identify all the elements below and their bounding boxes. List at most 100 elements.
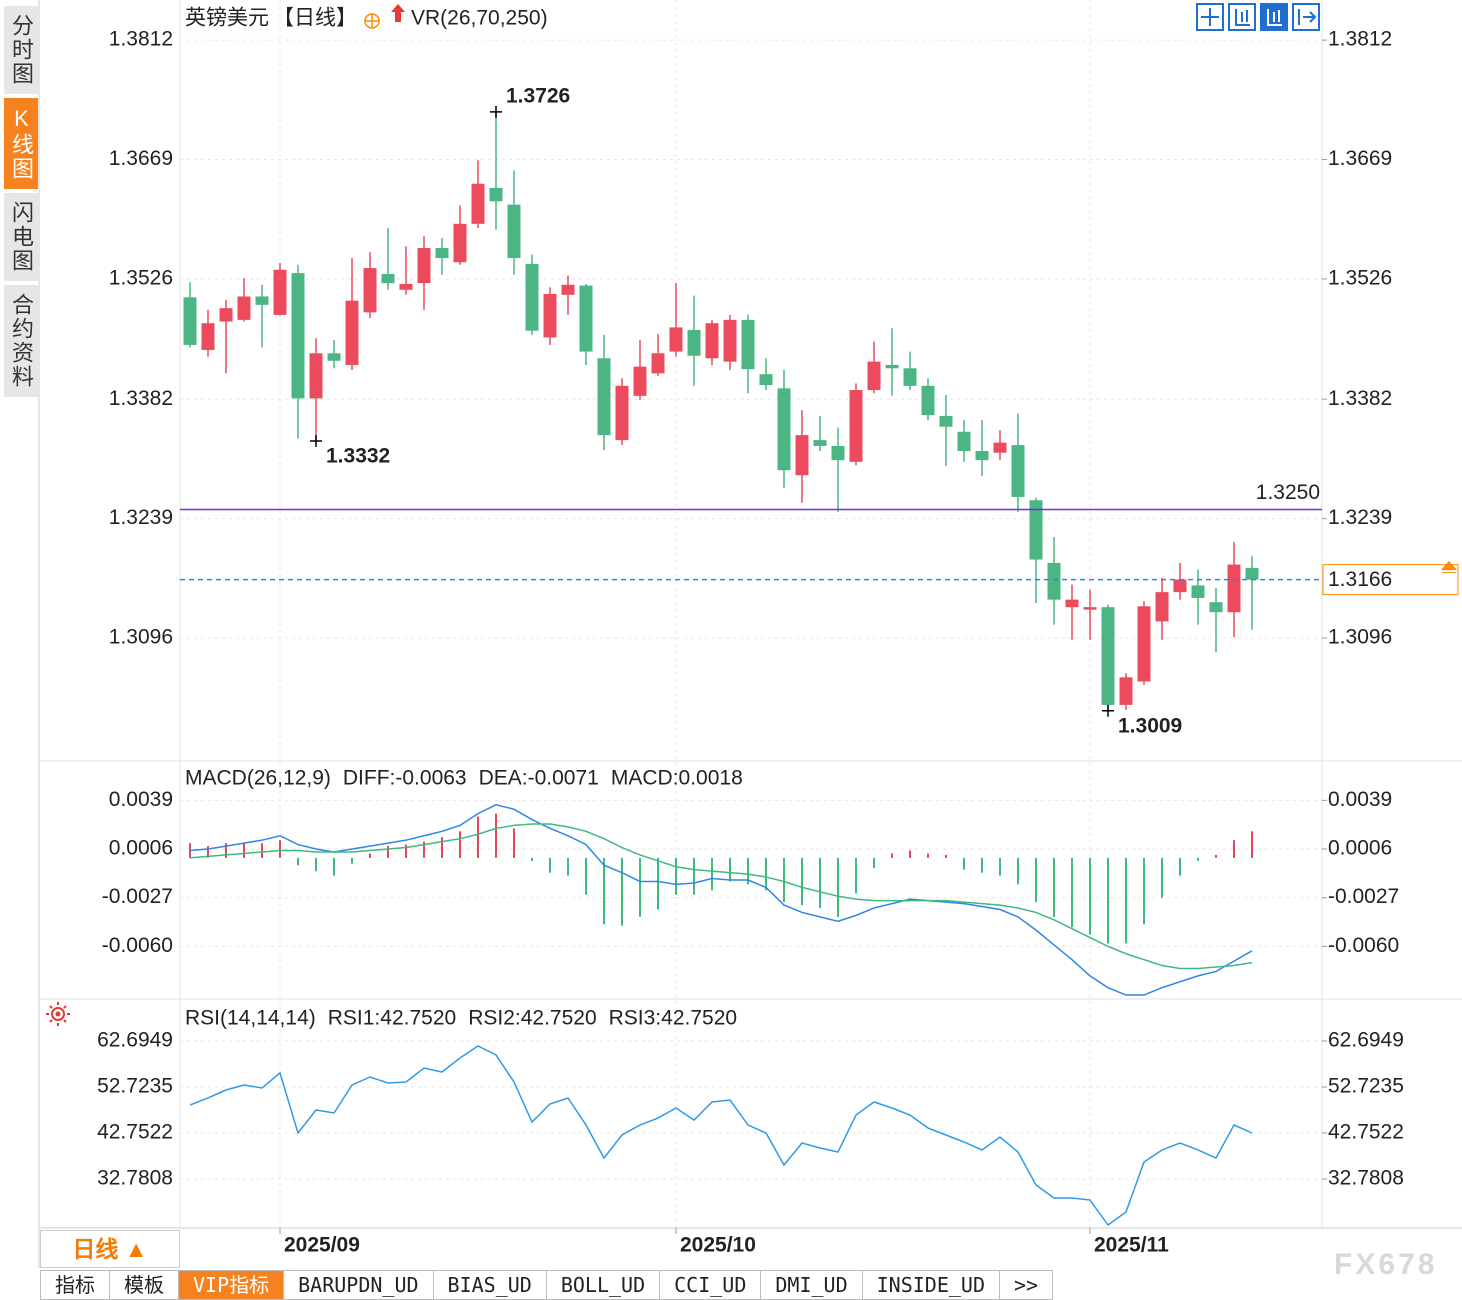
sidebar-item[interactable]: 分时图 (4, 6, 38, 94)
candle-body (705, 323, 719, 359)
extreme-cross (310, 434, 322, 447)
indicator-label: VR(26,70,250) (411, 7, 548, 30)
candle-body (903, 368, 917, 386)
legend-text: DIFF:-0.0063 (343, 767, 467, 790)
y-tick-label: 0.0006 (109, 837, 173, 860)
header-arrow[interactable] (391, 4, 405, 22)
period-label: 【日线】 (273, 7, 357, 30)
candle-body (669, 327, 683, 352)
tab[interactable]: VIP指标 (179, 1270, 285, 1300)
candle-body (345, 300, 359, 365)
y2-tick-label: 52.7235 (1328, 1075, 1404, 1098)
candle-body (219, 308, 233, 322)
legend-text: DEA:-0.0071 (479, 767, 599, 790)
sidebar-item[interactable]: 闪电图 (4, 193, 38, 281)
candle-body (723, 319, 737, 362)
tab[interactable]: BIAS_UD (433, 1270, 547, 1300)
candle-body (237, 296, 251, 320)
low-label: 1.3009 (1118, 714, 1182, 737)
y-tick-label: 52.7235 (97, 1075, 173, 1098)
candle-body (1173, 579, 1187, 593)
y-tick-label: 1.3812 (109, 28, 173, 51)
legend-text: RSI(14,14,14) (185, 1007, 316, 1030)
watermark: FX678 (1334, 1248, 1438, 1281)
y2-tick-label: 1.3669 (1328, 147, 1392, 170)
settings-icon-ring (51, 1007, 65, 1021)
tab[interactable]: INSIDE_UD (862, 1270, 1001, 1300)
period-button[interactable]: 日线 ▲ (40, 1230, 180, 1268)
tab[interactable]: BARUPDN_UD (284, 1270, 434, 1300)
sidebar: 分时图 K线图闪电图合约资料 (4, 6, 38, 397)
chart-title: 英镑美元 (185, 7, 269, 30)
candle-body (1245, 567, 1259, 580)
candle-body (453, 223, 467, 263)
legend-text: MACD:0.0018 (611, 767, 743, 790)
candle-body (291, 273, 305, 399)
candle-body (327, 353, 341, 361)
toolbar-icon-glyph (1298, 9, 1317, 25)
y2-tick-label: 1.3239 (1328, 506, 1392, 529)
y-tick-label: 62.6949 (97, 1029, 173, 1052)
candle-body (255, 296, 269, 305)
candle-body (381, 273, 395, 284)
indicator-tabs: 指标 模板 VIP指标 BARUPDN_UD BIAS_UD BOLL_UD CCI_UD D… (40, 1270, 1054, 1300)
rsi-line (189, 1045, 1253, 1227)
candle-body (183, 297, 197, 345)
candle-body (1083, 607, 1097, 610)
candle-body (633, 366, 647, 396)
candle-body (921, 385, 935, 416)
legend-text: RSI2:42.7520 (468, 1007, 596, 1030)
candle-body (1155, 592, 1169, 622)
y-tick-label: 0.0039 (109, 788, 173, 811)
y-tick-label: -0.0027 (102, 885, 173, 908)
candle-body (507, 204, 521, 259)
settings-icon-rays (46, 1002, 70, 1026)
settings-icon-dot (55, 1011, 61, 1017)
candle-body (867, 361, 881, 391)
legend-text: MACD(26,12,9) (185, 767, 331, 790)
high-label: 1.3726 (506, 84, 570, 107)
candle-body (1137, 606, 1151, 682)
candle-body (885, 364, 899, 369)
candle-body (489, 187, 503, 202)
y-tick-label: -0.0060 (102, 934, 173, 957)
candle-body (651, 353, 665, 374)
tab[interactable]: CCI_UD (660, 1270, 762, 1300)
extreme-cross (490, 105, 502, 118)
candle-body (993, 442, 1007, 453)
y-tick-label: 1.3526 (109, 266, 173, 289)
y-tick-label: 32.7808 (97, 1167, 173, 1190)
candle-body (1191, 585, 1205, 598)
y2-tick-label: 0.0039 (1328, 788, 1392, 811)
toolbar (1196, 3, 1320, 31)
candle-body (687, 329, 701, 356)
chart: 1.3812 1.3812 1.3669 1.3669 1.3526 1.3526 1.33… (38, 0, 1462, 1268)
tab[interactable]: >> (1000, 1270, 1054, 1300)
sidebar-item[interactable]: K线图 (4, 98, 38, 189)
candle-body (561, 284, 575, 295)
tab[interactable]: DMI_UD (761, 1270, 863, 1300)
x-tick-label: 2025/11 (1094, 1234, 1169, 1257)
candle-body (309, 353, 323, 399)
sidebar-item[interactable]: 合约资料 (4, 285, 38, 397)
settings-icon[interactable] (46, 1002, 70, 1026)
candle-body (363, 268, 377, 313)
candle-body (273, 269, 287, 315)
tab[interactable]: BOLL_UD (546, 1270, 661, 1300)
candle-body (471, 183, 485, 224)
extreme-cross (1102, 704, 1114, 717)
candle-body (1065, 599, 1079, 608)
tab[interactable]: 指标 (40, 1270, 110, 1300)
candle-body (201, 323, 215, 350)
y2-tick-label: -0.0060 (1328, 934, 1399, 957)
candle-body (849, 390, 863, 462)
x-tick-label: 2025/09 (284, 1234, 360, 1257)
y-tick-label: 1.3239 (109, 506, 173, 529)
candle-body (777, 388, 791, 471)
low-label: 1.3332 (326, 445, 390, 468)
candle-body (597, 358, 611, 436)
candle-body (975, 450, 989, 461)
candle-body (1047, 562, 1061, 600)
tab[interactable]: 模板 (110, 1270, 179, 1300)
